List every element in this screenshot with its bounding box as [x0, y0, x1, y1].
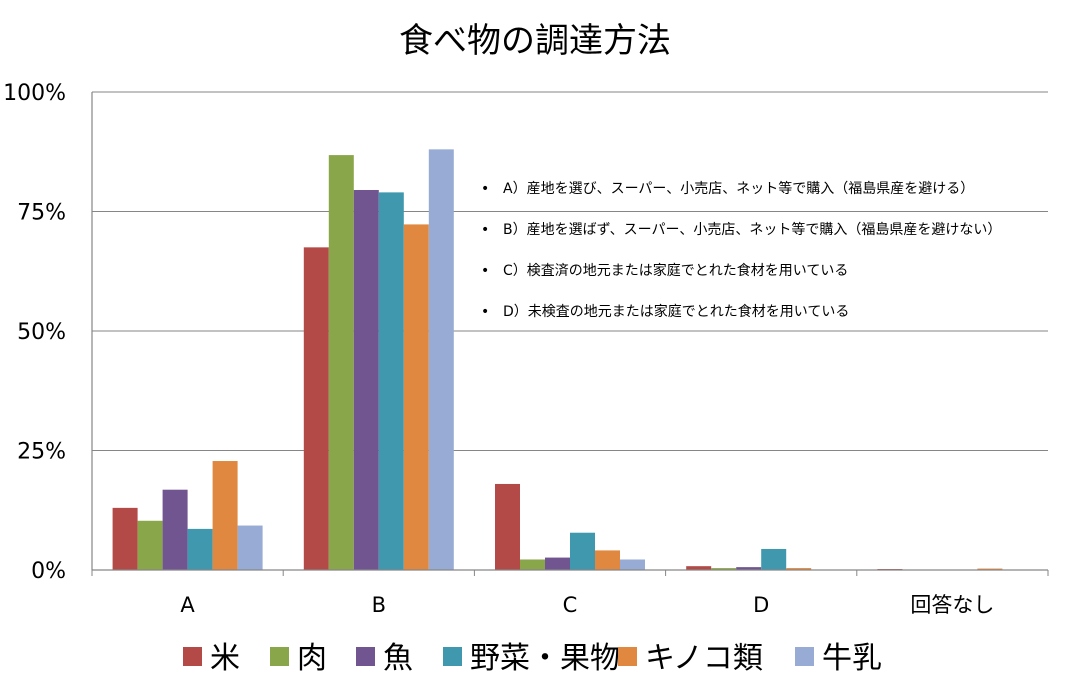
- y-tick-label: 100%: [3, 81, 66, 106]
- bar: [495, 483, 520, 570]
- legend-swatch: [443, 647, 462, 666]
- bar: [212, 461, 238, 570]
- y-tick-label: 75%: [17, 201, 66, 226]
- annotation-text: A）産地を選び、スーパー、小売店、ネット等で購入（福島県産を避ける）: [503, 180, 974, 197]
- bar: [736, 567, 762, 570]
- bar: [595, 550, 620, 570]
- annotation-bullet: •: [481, 304, 489, 320]
- legend-label: 野菜・果物: [470, 641, 620, 676]
- bar: [570, 532, 595, 570]
- bar: [403, 224, 429, 570]
- bar: [545, 557, 570, 570]
- annotation-text: D）未検査の地元または家庭でとれた食材を用いている: [503, 303, 849, 320]
- bar: [137, 520, 163, 570]
- bar: [353, 189, 379, 571]
- chart-title: 食べ物の調達方法: [399, 21, 671, 61]
- legend-swatch: [618, 647, 637, 666]
- legend-label: キノコ類: [645, 641, 763, 676]
- annotation-bullet: •: [481, 263, 489, 279]
- legend-swatch: [356, 647, 375, 666]
- legend-label: 米: [210, 641, 240, 676]
- x-tick-label: C: [563, 593, 578, 617]
- x-axis-ticks: A B C D 回答なし: [91, 570, 1049, 617]
- bar: [761, 548, 787, 570]
- y-tick-label: 0%: [31, 559, 66, 584]
- bar: [977, 568, 1003, 570]
- bar: [112, 507, 138, 570]
- annotation-text: B）産地を選ばず、スーパー、小売店、ネット等で購入（福島県産を避けない）: [503, 221, 1001, 238]
- bar: [378, 192, 404, 570]
- legend-swatch: [795, 647, 814, 666]
- legend: 米 肉 魚 野菜・果物 キノコ類 牛乳: [183, 641, 882, 676]
- annotation-text: C）検査済の地元または家庭でとれた食材を用いている: [503, 262, 848, 279]
- bar: [620, 559, 645, 570]
- bar: [428, 149, 454, 571]
- bar: [686, 566, 712, 570]
- y-tick-label: 25%: [17, 440, 66, 465]
- x-tick-label: 回答なし: [910, 593, 994, 617]
- y-axis-ticks: 0% 25% 50% 75% 100%: [3, 81, 66, 584]
- x-tick-label: A: [180, 593, 195, 617]
- bars: [112, 149, 1028, 571]
- legend-label: 牛乳: [822, 641, 882, 676]
- x-tick-label: B: [372, 593, 386, 617]
- y-tick-label: 50%: [17, 320, 66, 345]
- annotation-notes: • A）産地を選び、スーパー、小売店、ネット等で購入（福島県産を避ける） • B）産地…: [481, 180, 1001, 320]
- bar: [187, 528, 213, 570]
- legend-label: 魚: [383, 641, 413, 676]
- bar: [328, 155, 354, 570]
- legend-swatch: [183, 647, 202, 666]
- annotation-bullet: •: [481, 181, 489, 197]
- x-tick-label: D: [753, 593, 769, 617]
- legend-swatch: [270, 647, 289, 666]
- gridlines: [91, 91, 1048, 570]
- bar: [303, 247, 329, 570]
- bar: [520, 559, 545, 570]
- bar: [711, 568, 737, 570]
- bar: [786, 568, 812, 570]
- bar: [162, 489, 188, 570]
- legend-label: 肉: [297, 641, 327, 676]
- bar: [237, 525, 263, 570]
- annotation-bullet: •: [481, 222, 489, 238]
